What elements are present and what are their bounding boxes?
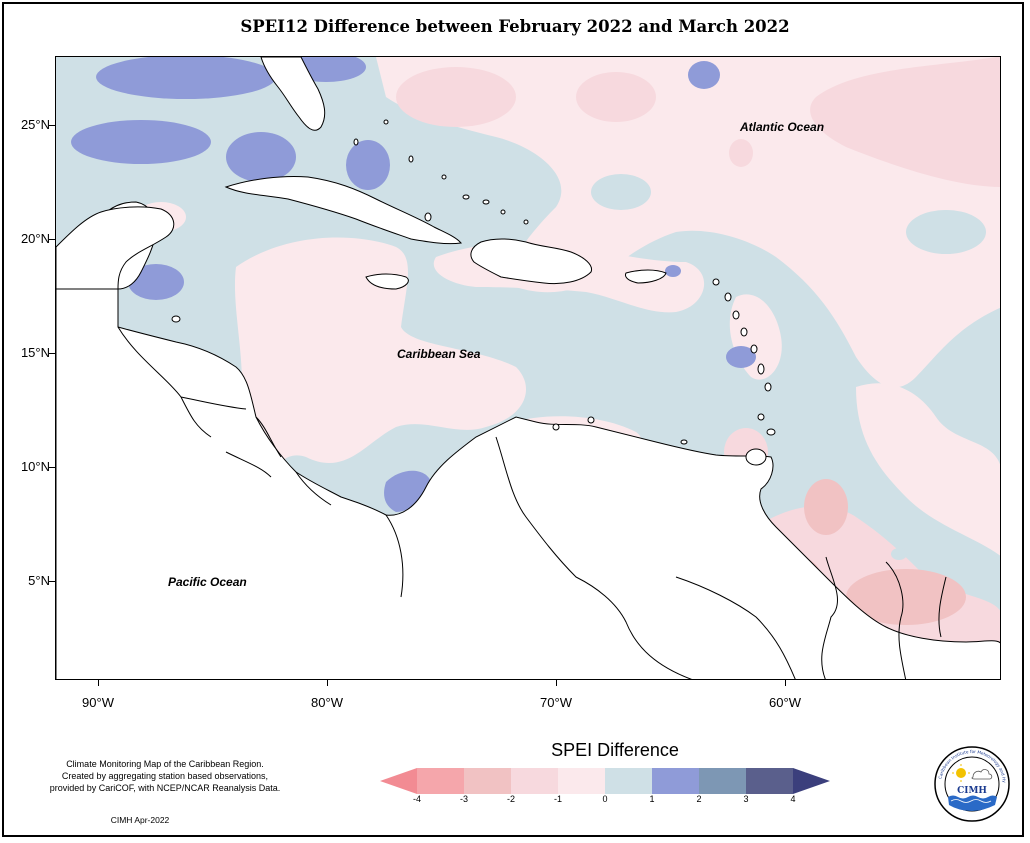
legend-tick: 3 [743, 794, 749, 804]
footnote-line-3: provided by CariCOF, with NCEP/NCAR Rean… [49, 783, 281, 793]
blue-bubble-atlantic [591, 174, 651, 210]
legend-tick: 4 [790, 794, 796, 804]
lon-label-60: 60°W [769, 695, 801, 710]
lat-tick-15 [49, 353, 55, 354]
sa-borders [385, 436, 796, 679]
florida-land [260, 57, 326, 131]
blue-cuba-1 [226, 132, 296, 182]
hispaniola-land [470, 238, 593, 285]
spei-map [55, 56, 1001, 680]
blue-bubble-atlantic2 [906, 210, 986, 254]
blue-antilles [726, 346, 756, 368]
footnote-line-2: Created by aggregating station based obs… [61, 771, 269, 781]
cimh-logo: CIMH Caribbean Institute for Meteorology… [933, 745, 1010, 822]
lat-tick-20 [49, 239, 55, 240]
logo-text: CIMH [957, 786, 987, 796]
pink-spot-ne [810, 57, 1000, 187]
lon-label-70: 70°W [540, 695, 572, 710]
footnote-line-1: Climate Monitoring Map of the Caribbean … [66, 759, 264, 769]
legend-swatch-6 [652, 768, 699, 794]
pink-spot-ne3 [576, 72, 656, 122]
legend-tick: -3 [459, 794, 468, 804]
legend-arrow-high [793, 768, 830, 794]
legend-swatch-8 [746, 768, 793, 794]
pink-spot-ne4 [729, 139, 753, 167]
ca-borders [117, 326, 332, 506]
lat-label-5: 5°N [28, 573, 50, 588]
legend-tick: -1 [553, 794, 562, 804]
atlantic-ocean-label: Atlantic Ocean [740, 120, 825, 134]
pink-atlantic-east [856, 383, 1000, 556]
lat-label-10: 10°N [20, 459, 50, 474]
legend-arrow-low [380, 768, 417, 794]
blue-atlantic-spot [688, 61, 720, 89]
lat-label-20: 20°N [20, 231, 50, 246]
caribbean-sea-label: Caribbean Sea [397, 347, 481, 361]
caribbean-pink-zone [234, 237, 526, 507]
guianas-borders [821, 556, 947, 679]
legend-swatch-3 [511, 768, 558, 794]
blue-pr [665, 265, 681, 277]
lon-tick-60 [785, 680, 786, 686]
cuba-land [224, 176, 462, 245]
lat-tick-10 [49, 467, 55, 468]
legend-tick: 1 [649, 794, 655, 804]
blue-panama [384, 470, 431, 512]
lat-tick-25 [49, 125, 55, 126]
lat-tick-5 [49, 581, 55, 582]
legend-tick: -2 [506, 794, 515, 804]
legend-swatch-2 [464, 768, 511, 794]
sun-icon [956, 768, 966, 778]
footnote: Climate Monitoring Map of the Caribbean … [20, 758, 310, 794]
legend-tick: 2 [696, 794, 702, 804]
blue-bahamas [346, 140, 390, 190]
legend-swatch-1 [417, 768, 464, 794]
legend-swatch-5 [605, 768, 652, 794]
legend-swatch-7 [699, 768, 746, 794]
legend-swatch-4 [558, 768, 605, 794]
lon-tick-90 [98, 680, 99, 686]
legend-title: SPEI Difference [551, 740, 679, 760]
guianas-pink-spot2 [804, 479, 848, 535]
waves-icon [948, 795, 997, 811]
lat-label-15: 15°N [20, 345, 50, 360]
central-america-land [56, 201, 1000, 679]
credit-text: CIMH Apr-2022 [110, 815, 170, 825]
lon-label-80: 80°W [311, 695, 343, 710]
lat-label-25: 25°N [20, 117, 50, 132]
lon-label-90: 90°W [82, 695, 114, 710]
pacific-ocean-label: Pacific Ocean [168, 575, 247, 589]
legend-colorbar [380, 768, 830, 794]
cloud-icon [971, 769, 993, 780]
map-title: SPEI12 Difference between February 2022 … [240, 17, 790, 36]
legend-tick: -4 [412, 794, 421, 804]
lon-tick-80 [327, 680, 328, 686]
map-canvas [56, 57, 1000, 679]
guianas-pink-spot [846, 569, 966, 625]
blue-gulf-1 [96, 57, 276, 99]
blue-suriname [891, 548, 907, 560]
lesser-antilles-islands [171, 119, 776, 466]
blue-gulf-3 [71, 120, 211, 164]
puerto-rico-land [625, 269, 667, 284]
yucatan-land [56, 206, 175, 290]
blue-belize [128, 264, 184, 300]
pink-spot-ne2 [396, 67, 516, 127]
jamaica-land [365, 273, 409, 290]
legend-tick: 0 [602, 794, 608, 804]
lon-tick-70 [556, 680, 557, 686]
